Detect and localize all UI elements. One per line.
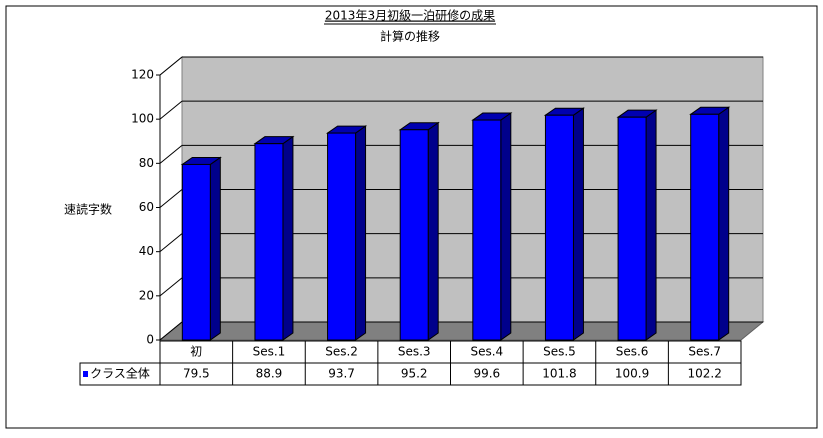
x-tick-label: Ses.4 (470, 345, 503, 359)
y-tick-label: 80 (139, 156, 154, 170)
bar-side (572, 107, 584, 341)
bar (690, 113, 720, 341)
table-value: 100.9 (615, 367, 649, 381)
grid-line (159, 321, 183, 341)
x-tick-label: 初 (190, 345, 202, 359)
bar-side (427, 121, 439, 341)
bar-side (500, 112, 512, 341)
grid-line (159, 100, 183, 120)
y-tick-label: 0 (146, 333, 154, 347)
grid-line (159, 56, 183, 76)
bar-side (718, 106, 730, 341)
grid-line (159, 144, 183, 164)
x-tick-label: Ses.7 (688, 345, 721, 359)
y-tick-label: 60 (139, 200, 154, 214)
grid-line (159, 277, 183, 297)
chart-title: 2013年3月初級一泊研修の成果 (325, 8, 495, 23)
floor (158, 321, 765, 341)
legend-key (83, 371, 88, 377)
x-tick-label: Ses.6 (616, 345, 649, 359)
y-tick-label: 120 (131, 68, 154, 82)
bar-side (282, 135, 294, 341)
bar (617, 116, 647, 341)
bar (181, 163, 211, 341)
grid-line (159, 233, 183, 253)
legend-label: クラス全体 (90, 366, 150, 381)
table-value: 99.6 (473, 367, 500, 381)
bar (399, 129, 429, 341)
y-tick-label: 20 (139, 288, 154, 302)
x-tick-label: Ses.1 (253, 345, 286, 359)
bar-side (209, 156, 221, 341)
chart-subtitle: 計算の推移 (380, 29, 440, 44)
grid-line (159, 189, 183, 208)
table-value: 101.8 (542, 367, 576, 381)
bar-side (355, 125, 367, 341)
table-value: 88.9 (256, 367, 283, 381)
bar (544, 114, 574, 341)
x-tick-label: Ses.3 (398, 345, 431, 359)
table-value: 102.2 (688, 367, 722, 381)
y-axis-title: 速読字数 (64, 202, 112, 217)
y-tick-label: 100 (131, 112, 154, 126)
bar-side (645, 109, 657, 341)
y-tick-label: 40 (139, 244, 154, 258)
x-tick-label: Ses.5 (543, 345, 576, 359)
bar (327, 132, 357, 341)
x-tick-label: Ses.2 (325, 345, 358, 359)
bar (472, 119, 502, 341)
table-value: 93.7 (328, 367, 355, 381)
table-value: 79.5 (183, 367, 210, 381)
table-border (79, 362, 742, 386)
table-value: 95.2 (401, 367, 428, 381)
bar (254, 143, 284, 341)
